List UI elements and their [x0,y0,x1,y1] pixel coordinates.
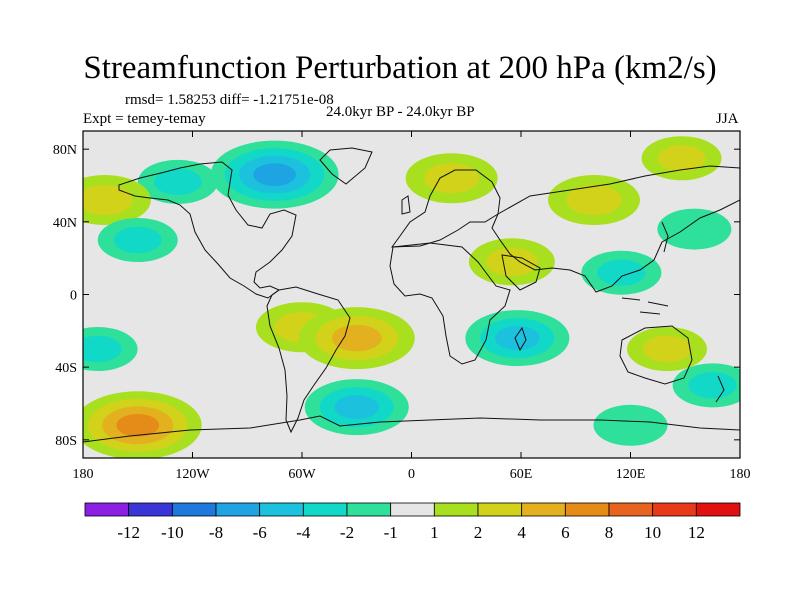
map-title: Streamfunction Perturbation at 200 hPa (… [83,50,717,86]
colorbar-label: -1 [384,523,398,542]
y-tick-label: 0 [70,289,77,304]
period-label: 24.0kyr BP - 24.0kyr BP [326,104,475,120]
colorbar-label: -12 [117,523,140,542]
anomaly-center-16-level--4 [334,395,380,420]
colorbar-labels: -12 -10 -8 -6 -4 -2 -1 1 2 4 6 8 10 12 [117,523,705,542]
colorbar-label: 2 [474,523,483,542]
x-tick-label: 180 [730,467,751,482]
colorbar-swatch [521,502,566,517]
anomaly-center-12-level--4 [495,326,540,351]
colorbar-swatch [608,502,654,517]
anomaly-center-13-level-2 [643,335,691,363]
australia-coast [619,325,693,385]
colorbar-swatch [346,502,392,517]
anomaly-center-7-level--1 [657,208,732,250]
new-zealand-coast [715,375,725,403]
x-tick-label: 180 [73,467,94,482]
experiment-label: Expt = temey-temay [83,111,206,127]
x-tick-label: 120E [616,467,646,482]
colorbar-label: 10 [644,523,661,542]
colorbar-swatch [564,502,610,517]
anomaly-center-8-level-2 [486,247,538,276]
anomaly-center-9-level--2 [597,259,646,286]
colorbar-label: -10 [161,523,184,542]
colorbar-swatch [695,502,741,517]
anomaly-center-1-level--2 [153,168,202,196]
map-plot-area [83,131,740,458]
latitude-axis: 80N 40N 0 40S 80S [53,143,740,449]
colorbar-swatch [477,502,523,517]
colorbar-swatch [84,502,130,517]
anomaly-center-5-level-2 [657,145,706,172]
colorbar-swatch [433,502,479,517]
uk-coast [401,195,411,215]
season-label: JJA [716,111,739,127]
anomaly-center-17-level--1 [593,404,668,446]
asia-coast [491,165,740,293]
colorbar-label: -2 [340,523,354,542]
anomaly-center-0-level--6 [253,163,296,186]
anomaly-center-4-level--2 [113,226,162,254]
colorbar-swatch [171,502,217,517]
colorbar-label: 6 [561,523,570,542]
south-america-coast [266,286,351,434]
europe-coast [390,169,501,248]
japan-coast [661,221,669,253]
x-tick-label: 60W [288,467,316,482]
arabia-coast [501,254,541,291]
colorbar-label: 12 [688,523,705,542]
greenland-coast [319,147,373,185]
coastlines [83,147,740,443]
y-tick-label: 80S [55,434,77,449]
africa-coast [389,242,511,365]
anomaly-center-2-level-2 [424,163,480,194]
x-tick-label: 120W [175,467,210,482]
colorbar-label: 1 [430,523,439,542]
anomaly-fields [83,136,740,458]
longitude-axis: 180 120W 60W 0 60E 120E 180 [73,131,751,482]
colorbar-swatch [128,502,173,517]
colorbar-swatch [215,502,261,517]
colorbar [84,502,741,517]
madagascar-coast [514,326,527,352]
colorbar-swatch [259,502,304,517]
colorbar-swatch [390,502,435,517]
antarctica-coast [83,415,740,443]
colorbar-swatch [652,502,697,517]
colorbar-label: -8 [209,523,223,542]
north-america-coast [118,161,297,299]
y-tick-label: 80N [53,143,77,158]
anomaly-center-6-level-2 [566,185,622,216]
colorbar-label: 8 [605,523,614,542]
anomaly-center-18-level--2 [688,372,737,399]
colorbar-label: 4 [517,523,526,542]
stats-text: rmsd= 1.58253 diff= -1.21751e-08 [125,92,334,108]
y-tick-label: 40S [55,361,77,376]
anomaly-center-15-level-6 [116,413,160,437]
indonesia-coast [621,297,669,315]
anomaly-center-11-level-4 [331,324,382,352]
anomaly-center-3-level-2 [83,185,133,216]
anomaly-center-14-level--2 [83,335,122,363]
y-tick-label: 40N [53,216,77,231]
colorbar-label: -6 [253,523,267,542]
x-tick-label: 60E [510,467,533,482]
colorbar-label: -4 [296,523,311,542]
colorbar-swatch [302,502,348,517]
x-tick-label: 0 [408,467,415,482]
